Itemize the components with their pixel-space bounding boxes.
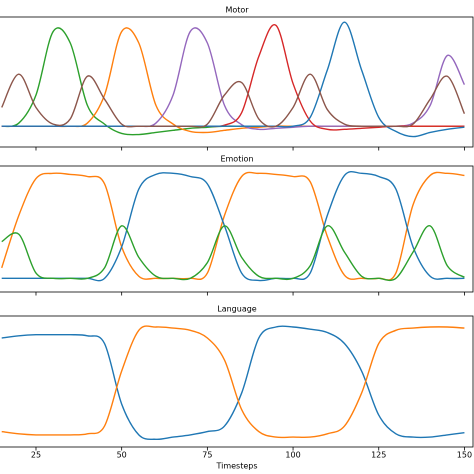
x-tick-label: 100 [285,451,300,460]
x-axis-label: Timesteps [215,462,257,471]
plot-area [1,325,465,441]
x-tick-label: 25 [31,451,41,460]
plot-area [1,21,466,138]
x-tick-label: 50 [117,451,127,460]
line-series [1,73,466,128]
line-series [1,27,466,131]
axes-frame [0,16,474,148]
x-tick-label: 125 [371,451,386,460]
x-tick-label: 75 [202,451,212,460]
line-series [1,170,465,282]
line-series [1,24,465,131]
line-series [1,225,465,282]
panel-title: Emotion [220,155,253,164]
panel-title: Motor [225,6,249,15]
x-tick-label: 150 [457,451,472,460]
line-series [1,325,465,441]
plot-area [1,170,465,282]
axes-frame [0,315,474,448]
panel-title: Language [217,305,257,314]
line-series [1,325,465,439]
axes-frame [0,165,474,293]
